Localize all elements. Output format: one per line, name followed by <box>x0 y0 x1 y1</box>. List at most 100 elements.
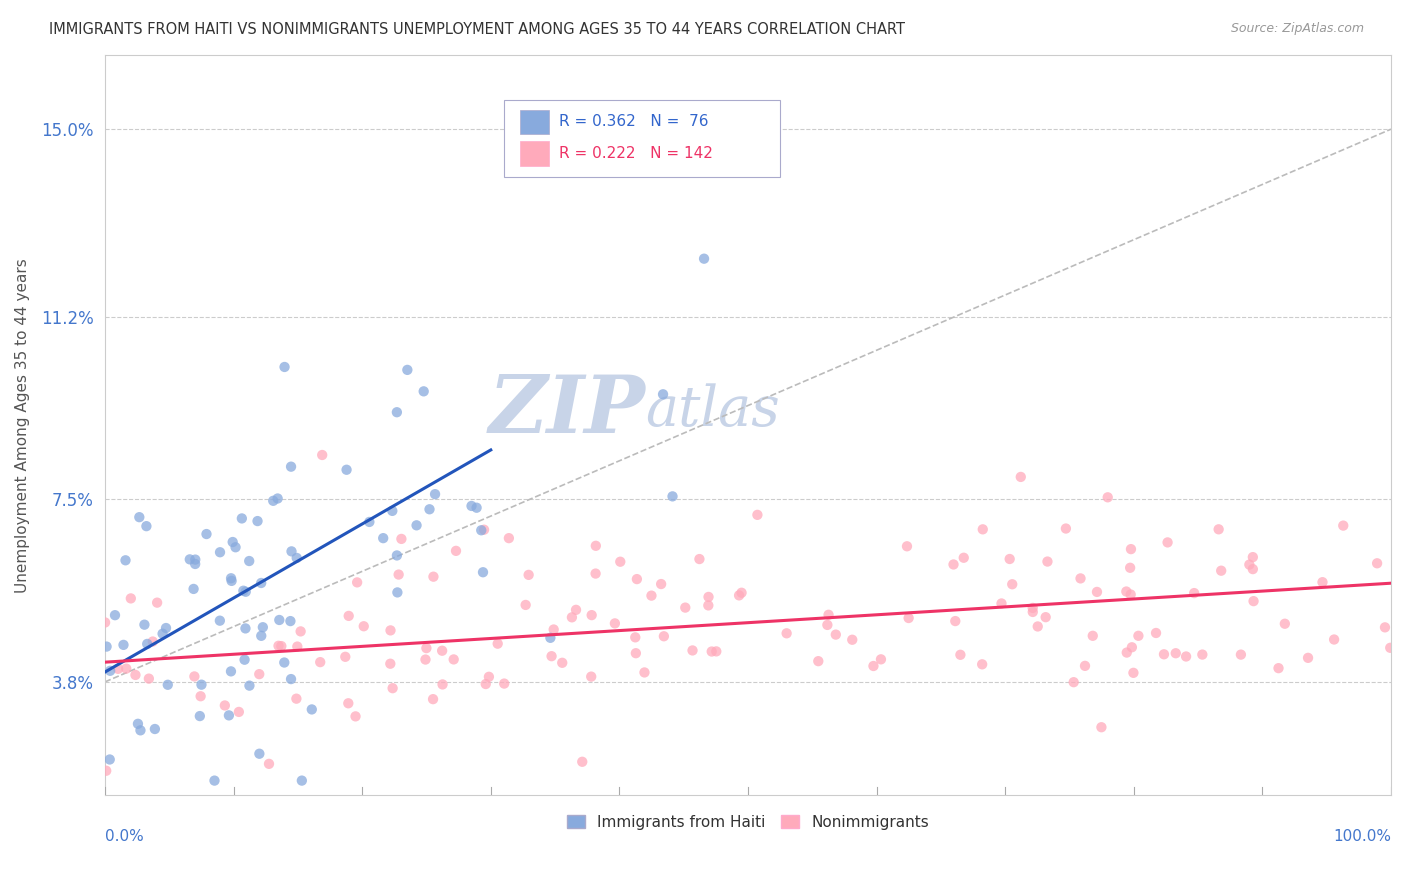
Point <box>270 639 292 653</box>
Point <box>1085 585 1108 599</box>
Point <box>775 626 797 640</box>
Point <box>700 644 723 658</box>
Point <box>465 500 488 515</box>
Point <box>561 610 583 624</box>
Text: Source: ZipAtlas.com: Source: ZipAtlas.com <box>1230 22 1364 36</box>
Text: IMMIGRANTS FROM HAITI VS NONIMMIGRANTS UNEMPLOYMENT AMONG AGES 35 TO 44 YEARS CO: IMMIGRANTS FROM HAITI VS NONIMMIGRANTS U… <box>49 22 905 37</box>
Point <box>238 554 260 568</box>
Point <box>1035 610 1057 624</box>
Point <box>280 459 302 474</box>
Point <box>219 665 242 679</box>
Point <box>730 586 752 600</box>
Point <box>204 773 226 788</box>
Point <box>380 624 402 638</box>
Point <box>1230 648 1253 662</box>
Point <box>652 629 675 643</box>
Point <box>515 598 537 612</box>
Point <box>208 545 231 559</box>
Point <box>112 638 135 652</box>
Point <box>460 499 482 513</box>
Point <box>870 652 893 666</box>
Point <box>1119 587 1142 601</box>
Point <box>246 514 269 528</box>
Point <box>1312 575 1334 590</box>
Point <box>1115 646 1137 660</box>
Point <box>188 709 211 723</box>
Point <box>1164 646 1187 660</box>
Point <box>247 747 270 761</box>
Point <box>673 600 696 615</box>
Point <box>309 655 332 669</box>
Point <box>624 646 647 660</box>
Point <box>571 755 593 769</box>
Point <box>415 641 437 656</box>
Point <box>1070 571 1092 585</box>
Point <box>231 511 253 525</box>
Point <box>661 489 683 503</box>
Point <box>218 708 240 723</box>
Point <box>478 670 501 684</box>
Point <box>311 448 333 462</box>
Point <box>841 632 863 647</box>
Point <box>1001 577 1024 591</box>
Point <box>235 584 257 599</box>
Point <box>418 502 440 516</box>
Point <box>155 621 177 635</box>
Point <box>280 614 302 628</box>
Point <box>1153 648 1175 662</box>
Point <box>380 657 402 671</box>
Point <box>179 552 201 566</box>
Point <box>949 648 972 662</box>
Point <box>824 627 846 641</box>
Point <box>96 764 118 778</box>
Point <box>472 566 495 580</box>
Point <box>474 677 496 691</box>
Point <box>585 539 607 553</box>
Point <box>728 588 751 602</box>
Point <box>897 611 920 625</box>
Point <box>422 570 444 584</box>
Point <box>1097 491 1119 505</box>
Point <box>1241 550 1264 565</box>
Point <box>998 552 1021 566</box>
Point <box>423 487 446 501</box>
Point <box>359 515 381 529</box>
Point <box>1243 594 1265 608</box>
Point <box>388 567 411 582</box>
Point <box>373 531 395 545</box>
Text: 0.0%: 0.0% <box>105 829 143 844</box>
Point <box>817 607 839 622</box>
Point <box>124 668 146 682</box>
Point <box>640 589 662 603</box>
Point <box>551 656 574 670</box>
Point <box>396 363 419 377</box>
Point <box>952 550 974 565</box>
Point <box>1022 601 1045 615</box>
Point <box>1119 542 1142 557</box>
Point <box>190 690 212 704</box>
Point <box>1267 661 1289 675</box>
Text: R = 0.222   N = 142: R = 0.222 N = 142 <box>560 146 713 161</box>
Point <box>498 531 520 545</box>
Point <box>579 670 602 684</box>
Point <box>1010 470 1032 484</box>
Point <box>120 591 142 606</box>
Point <box>1122 665 1144 680</box>
Point <box>1063 675 1085 690</box>
Point <box>1115 584 1137 599</box>
Point <box>538 631 561 645</box>
Point <box>443 652 465 666</box>
Point <box>486 637 509 651</box>
Y-axis label: Unemployment Among Ages 35 to 44 years: Unemployment Among Ages 35 to 44 years <box>15 258 30 592</box>
Point <box>280 544 302 558</box>
Point <box>156 678 179 692</box>
Point <box>444 544 467 558</box>
Legend: Immigrants from Haiti, Nonimmigrants: Immigrants from Haiti, Nonimmigrants <box>561 809 935 836</box>
Point <box>990 597 1012 611</box>
Point <box>98 752 121 766</box>
Point <box>250 629 273 643</box>
Point <box>652 387 675 401</box>
Point <box>183 582 205 596</box>
Point <box>228 705 250 719</box>
Point <box>381 504 404 518</box>
